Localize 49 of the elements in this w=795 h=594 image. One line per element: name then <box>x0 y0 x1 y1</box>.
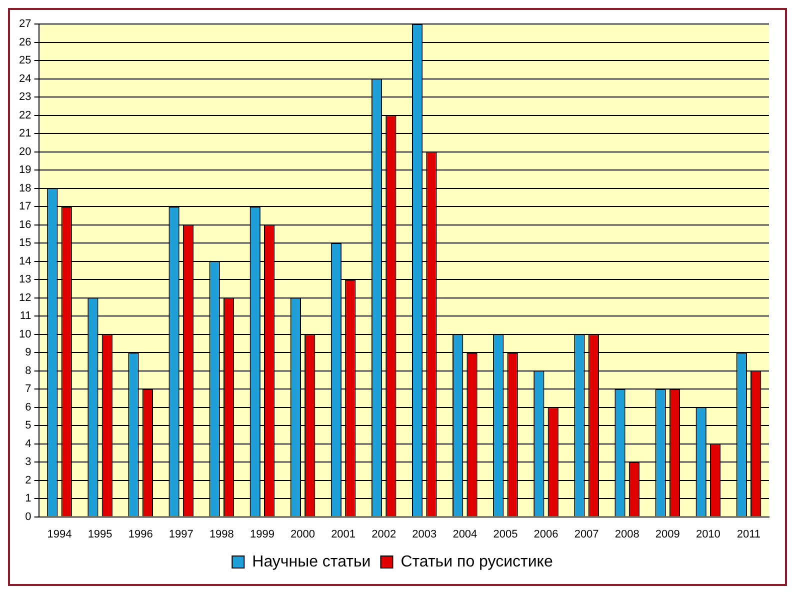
legend-label: Научные статьи <box>252 553 371 570</box>
y-tick-label: 16 <box>18 218 32 231</box>
y-tick-label: 2 <box>25 474 32 486</box>
y-tick-label: 23 <box>18 91 32 104</box>
y-tick-label: 9 <box>25 346 32 359</box>
y-tick-label: 24 <box>18 72 32 85</box>
x-tick-label: 2010 <box>696 528 720 540</box>
y-tick-label: 10 <box>18 328 32 340</box>
x-tick-label: 1997 <box>168 528 194 540</box>
x-tick-label: 1995 <box>88 528 112 540</box>
y-tick-label: 7 <box>25 383 32 396</box>
y-tick-label: 3 <box>25 456 32 468</box>
y-tick-label: 21 <box>18 128 32 140</box>
x-tick-label: 2008 <box>614 528 640 540</box>
x-tick-label: 2001 <box>331 528 356 540</box>
y-tick-label: 14 <box>18 255 32 268</box>
x-tick-label: 1994 <box>47 528 72 540</box>
x-tick-label: 2011 <box>736 528 761 540</box>
x-tick-label: 1998 <box>209 528 234 540</box>
y-tick-label: 5 <box>25 420 32 432</box>
y-tick-label: 22 <box>18 109 32 122</box>
x-tick-label: 2002 <box>372 528 396 540</box>
y-tick-label: 17 <box>18 200 32 213</box>
x-tick-label: 2006 <box>534 528 558 540</box>
y-tick-label: 20 <box>18 146 32 158</box>
y-tick-label: 0 <box>25 510 32 523</box>
y-tick-label: 19 <box>18 164 32 176</box>
y-tick-label: 6 <box>25 401 32 414</box>
y-tick-label: 15 <box>18 237 32 250</box>
y-tick-label: 11 <box>20 310 32 322</box>
x-tick-label: 1999 <box>250 528 274 540</box>
x-tick-label: 2000 <box>290 528 316 540</box>
y-tick-label: 18 <box>18 182 32 194</box>
x-tick-label: 1996 <box>128 528 153 540</box>
y-tick-label: 25 <box>18 54 32 67</box>
y-tick-label: 27 <box>18 18 32 30</box>
x-tick-label: 2003 <box>412 528 437 540</box>
y-tick-label: 4 <box>25 438 32 450</box>
y-tick-label: 1 <box>25 492 32 505</box>
y-tick-label: 12 <box>18 292 32 304</box>
legend-label: Статьи по русистике <box>400 553 553 570</box>
x-tick-label: 2004 <box>452 528 478 540</box>
x-tick-label: 2007 <box>574 528 599 540</box>
y-tick-label: 26 <box>18 36 32 48</box>
page-frame: Научные статьи Статьи по русистике 1994 1995 1996 1997 1998 1999 2000 2001 2002 2003 2004 2005 2006 2007 2008 2009 2010 2011 0 1 2 3 4 5 6 7 8 9 10 11 12 13 14 15 16 17 18 19 20 21 22 23 24 25 26 27 <box>8 8 787 586</box>
y-tick-label: 8 <box>25 364 32 377</box>
x-tick-label: 2009 <box>655 528 680 540</box>
y-tick-label: 13 <box>18 274 32 286</box>
x-tick-label: 2005 <box>493 528 518 540</box>
